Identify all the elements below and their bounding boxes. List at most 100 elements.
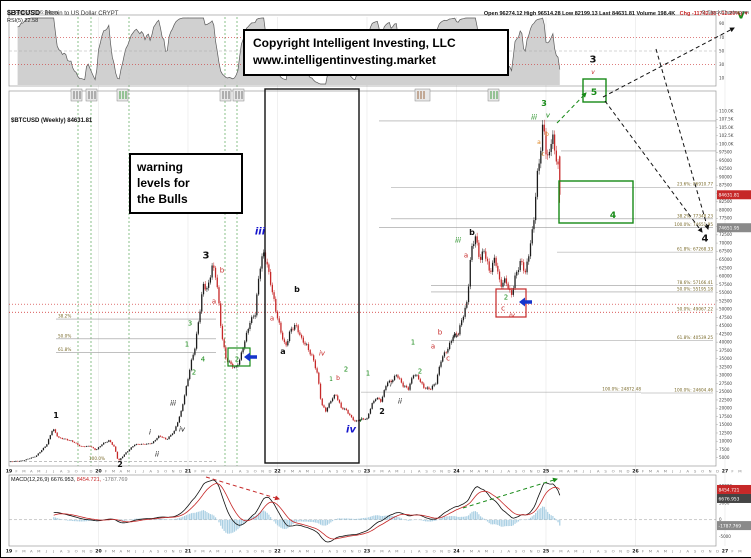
svg-text:iv: iv	[319, 349, 326, 357]
svg-text:5: 5	[591, 88, 597, 98]
svg-text:N: N	[440, 549, 443, 554]
svg-text:J: J	[671, 549, 673, 554]
svg-text:D: D	[269, 549, 272, 554]
svg-text:61.8%: 67268.33: 61.8%: 67268.33	[677, 247, 713, 252]
svg-text:J: J	[142, 549, 144, 554]
svg-text:77500: 77500	[719, 216, 732, 221]
svg-text:J: J	[403, 549, 405, 554]
svg-text:61.8%: 40539.25: 61.8%: 40539.25	[677, 335, 713, 340]
svg-text:25000: 25000	[719, 389, 732, 394]
svg-text:M: M	[470, 469, 473, 474]
svg-text:62500: 62500	[719, 265, 732, 270]
svg-text:A: A	[478, 549, 481, 554]
svg-text:J: J	[321, 549, 323, 554]
macd-value: MACD(12,26,9) 6676.953,	[11, 477, 75, 483]
svg-text:100.0K: 100.0K	[719, 141, 734, 146]
svg-text:i: i	[149, 428, 151, 436]
svg-text:S: S	[515, 469, 518, 474]
svg-text:S: S	[67, 549, 70, 554]
svg-text:c: c	[501, 304, 505, 312]
svg-text:a: a	[537, 139, 541, 146]
svg-text:27: 27	[722, 549, 728, 555]
svg-text:S: S	[246, 469, 249, 474]
svg-text:M: M	[738, 549, 741, 554]
svg-text:S: S	[694, 469, 697, 474]
svg-text:M: M	[216, 469, 219, 474]
svg-text:A: A	[388, 469, 391, 474]
svg-text:M: M	[37, 549, 40, 554]
svg-text:100.0%: 100.0%	[89, 456, 105, 461]
svg-text:A: A	[30, 549, 33, 554]
svg-text:110.0K: 110.0K	[719, 108, 734, 113]
svg-text:J: J	[231, 549, 233, 554]
svg-text:M: M	[291, 549, 294, 554]
svg-text:a: a	[212, 297, 216, 305]
svg-text:A: A	[597, 549, 600, 554]
svg-text:21: 21	[185, 549, 191, 555]
svg-text:D: D	[537, 549, 540, 554]
svg-text:M: M	[201, 469, 204, 474]
svg-text:35000: 35000	[719, 356, 732, 361]
svg-text:M: M	[291, 469, 294, 474]
svg-text:26: 26	[632, 549, 638, 555]
svg-text:45000: 45000	[719, 323, 732, 328]
svg-text:92500: 92500	[719, 166, 732, 171]
svg-text:M: M	[485, 469, 488, 474]
svg-text:N: N	[709, 469, 712, 474]
svg-text:J: J	[410, 549, 412, 554]
svg-text:iv: iv	[179, 425, 186, 433]
svg-text:24: 24	[453, 549, 459, 555]
svg-text:-1787.769: -1787.769	[719, 523, 742, 529]
svg-text:A: A	[60, 469, 63, 474]
svg-text:2: 2	[344, 365, 348, 373]
svg-text:M: M	[112, 549, 115, 554]
copyright-line2: www.intelligentinvesting.market	[253, 52, 499, 69]
svg-text:70: 70	[719, 35, 725, 40]
svg-text:A: A	[597, 469, 600, 474]
svg-text:F: F	[15, 549, 18, 554]
svg-text:S: S	[425, 549, 428, 554]
svg-text:37500: 37500	[719, 348, 732, 353]
svg-text:D: D	[537, 469, 540, 474]
svg-text:10000: 10000	[719, 439, 732, 444]
svg-text:3: 3	[590, 55, 597, 66]
svg-text:F: F	[642, 549, 645, 554]
svg-text:N: N	[261, 549, 264, 554]
svg-text:J: J	[671, 469, 673, 474]
svg-text:iv: iv	[453, 331, 460, 339]
svg-text:c: c	[541, 151, 544, 158]
chart-datetime: 27-Feb-2025 6:34pm	[7, 10, 58, 16]
svg-text:ii: ii	[155, 450, 159, 458]
svg-text:S: S	[604, 469, 607, 474]
svg-text:87500: 87500	[719, 183, 732, 188]
svg-text:97500: 97500	[719, 150, 732, 155]
svg-text:67500: 67500	[719, 249, 732, 254]
svg-text:A: A	[418, 549, 421, 554]
svg-text:26: 26	[632, 469, 638, 475]
svg-text:b: b	[220, 266, 225, 274]
svg-text:42500: 42500	[719, 331, 732, 336]
svg-text:100.0%: 24872.48: 100.0%: 24872.48	[602, 387, 641, 392]
copyright-line1: Copyright Intelligent Investing, LLC	[253, 35, 499, 52]
svg-text:1: 1	[53, 411, 59, 420]
svg-text:N: N	[619, 549, 622, 554]
svg-text:90000: 90000	[719, 174, 732, 179]
svg-text:F: F	[731, 549, 734, 554]
svg-text:A: A	[120, 549, 123, 554]
svg-text:c: c	[446, 354, 450, 362]
svg-text:J: J	[313, 549, 315, 554]
svg-text:3: 3	[188, 319, 192, 327]
svg-text:22: 22	[274, 549, 280, 555]
svg-text:M: M	[574, 469, 577, 474]
svg-text:J: J	[492, 549, 494, 554]
svg-text:80000: 80000	[719, 207, 732, 212]
svg-text:27500: 27500	[719, 381, 732, 386]
svg-text:82500: 82500	[719, 199, 732, 204]
svg-text:A: A	[567, 549, 570, 554]
svg-text:2: 2	[235, 355, 239, 363]
svg-text:a: a	[280, 347, 285, 356]
macd-panel	[9, 480, 716, 542]
svg-text:O: O	[343, 469, 346, 474]
